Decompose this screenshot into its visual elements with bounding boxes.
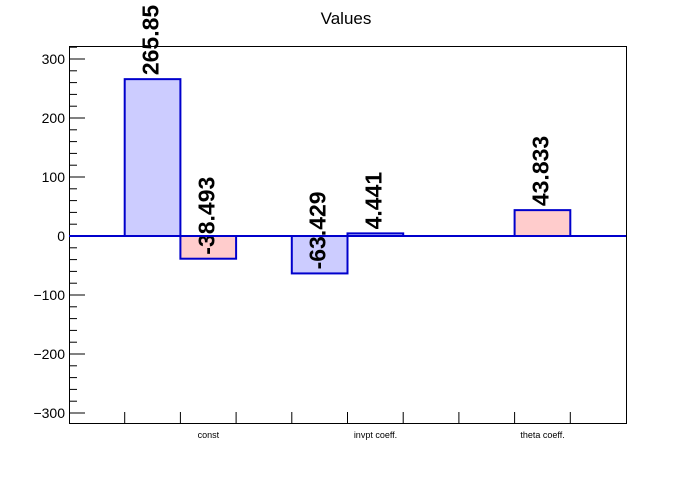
- y-tick-label: 100: [42, 169, 66, 185]
- bar-labels-group: 265.85 -38.493 -63.429 4.441 43.833: [138, 5, 554, 270]
- bar-value-label: 4.441: [360, 172, 386, 230]
- x-category-label: theta coeff.: [520, 430, 564, 440]
- y-axis: −300 −200 −100 0 100 200 300: [33, 46, 85, 421]
- y-tick-label: 200: [42, 110, 66, 126]
- bar-value-label: 265.85: [138, 5, 164, 76]
- y-tick-label: −100: [33, 287, 65, 303]
- bar: [513, 209, 572, 238]
- bar: [123, 78, 182, 237]
- bars-group: [123, 78, 572, 275]
- y-tick-label: 300: [42, 51, 66, 67]
- chart-title: Values: [321, 9, 372, 28]
- bar-value-label: 43.833: [528, 136, 554, 206]
- y-tick-label: −200: [33, 346, 65, 362]
- bar: [290, 235, 349, 275]
- y-tick-label: 0: [57, 228, 65, 244]
- x-category-label: invpt coeff.: [354, 430, 397, 440]
- x-axis: const invpt coeff. theta coeff.: [124, 412, 571, 440]
- bar-value-label: -63.429: [305, 191, 331, 269]
- x-category-label: const: [198, 430, 220, 440]
- y-tick-label: −300: [33, 405, 65, 421]
- bar-value-label: -38.493: [193, 177, 219, 255]
